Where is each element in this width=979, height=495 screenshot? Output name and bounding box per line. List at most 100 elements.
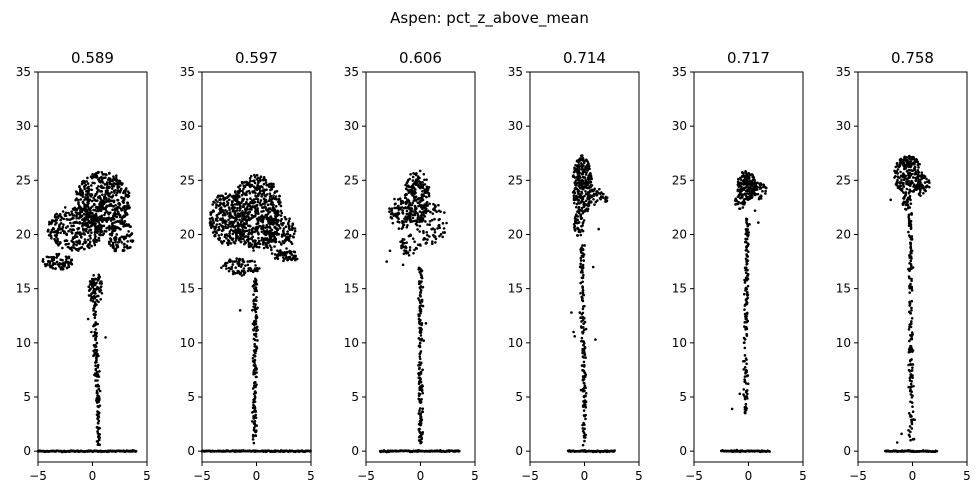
scatter-point bbox=[238, 184, 242, 187]
scatter-point bbox=[252, 305, 255, 308]
scatter-point bbox=[81, 201, 85, 204]
scatter-point bbox=[249, 197, 252, 200]
scatter-point bbox=[408, 213, 411, 216]
scatter-point bbox=[908, 347, 912, 350]
scatter-point bbox=[743, 303, 747, 306]
scatter-point bbox=[75, 243, 78, 247]
scatter-point bbox=[746, 284, 750, 288]
scatter-point bbox=[409, 173, 412, 176]
scatter-point bbox=[94, 367, 98, 371]
scatter-point bbox=[584, 391, 588, 395]
y-tick-label: 15 bbox=[508, 282, 523, 296]
scatter-point bbox=[239, 207, 242, 210]
scatter-point bbox=[271, 234, 275, 238]
scatter-point bbox=[422, 339, 426, 342]
scatter-point bbox=[85, 208, 89, 212]
scatter-point bbox=[575, 167, 579, 171]
scatter-point bbox=[214, 218, 218, 222]
scatter-point bbox=[910, 420, 914, 423]
scatter-point bbox=[209, 213, 213, 216]
scatter-point bbox=[276, 210, 280, 214]
scatter-point bbox=[583, 346, 587, 350]
scatter-point bbox=[213, 233, 217, 237]
scatter-point bbox=[254, 364, 257, 367]
scatter-point bbox=[221, 221, 225, 224]
scatter-point bbox=[575, 202, 579, 206]
scatter-point bbox=[745, 219, 748, 222]
y-tick-label: 25 bbox=[508, 173, 523, 187]
scatter-point bbox=[424, 207, 428, 210]
scatter-point bbox=[424, 220, 427, 223]
scatter-point bbox=[907, 230, 910, 234]
scatter-point bbox=[266, 183, 270, 187]
scatter-point bbox=[70, 224, 73, 228]
scatter-point bbox=[743, 346, 747, 350]
scatter-point bbox=[580, 199, 583, 203]
scatter-point bbox=[438, 234, 441, 238]
scatter-point bbox=[751, 188, 754, 192]
scatter-point bbox=[740, 170, 744, 174]
scatter-point bbox=[220, 242, 224, 245]
scatter-point bbox=[390, 216, 394, 220]
scatter-point bbox=[581, 175, 585, 179]
scatter-point bbox=[583, 384, 587, 388]
scatter-point bbox=[121, 182, 124, 185]
scatter-point bbox=[88, 211, 92, 215]
scatter-point bbox=[572, 201, 576, 205]
scatter-point bbox=[579, 256, 583, 260]
scatter-point bbox=[98, 370, 101, 373]
scatter-point bbox=[98, 436, 101, 439]
scatter-point bbox=[911, 410, 915, 414]
point-cloud bbox=[200, 173, 312, 454]
scatter-point bbox=[227, 194, 230, 198]
scatter-point bbox=[242, 191, 245, 195]
scatter-point bbox=[581, 404, 585, 407]
scatter-point bbox=[745, 194, 748, 198]
scatter-point bbox=[582, 381, 586, 385]
scatter-point bbox=[583, 389, 586, 393]
scatter-point bbox=[746, 242, 750, 245]
scatter-point bbox=[220, 229, 224, 233]
scatter-point bbox=[254, 212, 258, 215]
scatter-point bbox=[247, 189, 251, 193]
scatter-point bbox=[587, 204, 590, 208]
scatter-point bbox=[235, 193, 238, 196]
scatter-point bbox=[270, 187, 274, 191]
scatter-point bbox=[909, 358, 912, 362]
scatter-point bbox=[414, 188, 417, 191]
scatter-point bbox=[243, 235, 246, 239]
scatter-point bbox=[418, 431, 422, 435]
scatter-point bbox=[251, 387, 255, 390]
scatter-point bbox=[92, 307, 95, 310]
scatter-point bbox=[271, 206, 275, 209]
scatter-point bbox=[104, 191, 108, 195]
scatter-point bbox=[437, 224, 440, 227]
scatter-point bbox=[734, 197, 738, 201]
scatter-point bbox=[129, 233, 133, 236]
scatter-point bbox=[255, 217, 259, 221]
scatter-point bbox=[253, 179, 256, 182]
scatter-point bbox=[90, 244, 93, 248]
scatter-point bbox=[277, 223, 280, 227]
scatter-point bbox=[257, 236, 260, 240]
scatter-point bbox=[746, 273, 750, 277]
scatter-point bbox=[241, 212, 244, 216]
scatter-point bbox=[230, 195, 233, 198]
scatter-point bbox=[88, 240, 92, 244]
scatter-point bbox=[123, 242, 126, 246]
scatter-point bbox=[224, 220, 228, 223]
scatter-point bbox=[223, 213, 227, 217]
scatter-point bbox=[401, 219, 404, 223]
y-tick-label: 25 bbox=[180, 173, 195, 187]
scatter-point bbox=[90, 221, 94, 225]
scatter-point bbox=[748, 195, 752, 198]
scatter-point bbox=[238, 309, 242, 312]
scatter-point bbox=[73, 208, 77, 211]
scatter-point bbox=[581, 166, 584, 169]
scatter-point bbox=[96, 199, 99, 202]
scatter-point bbox=[909, 282, 912, 286]
scatter-point bbox=[213, 227, 217, 231]
scatter-point bbox=[247, 241, 251, 245]
scatter-point bbox=[409, 233, 412, 237]
